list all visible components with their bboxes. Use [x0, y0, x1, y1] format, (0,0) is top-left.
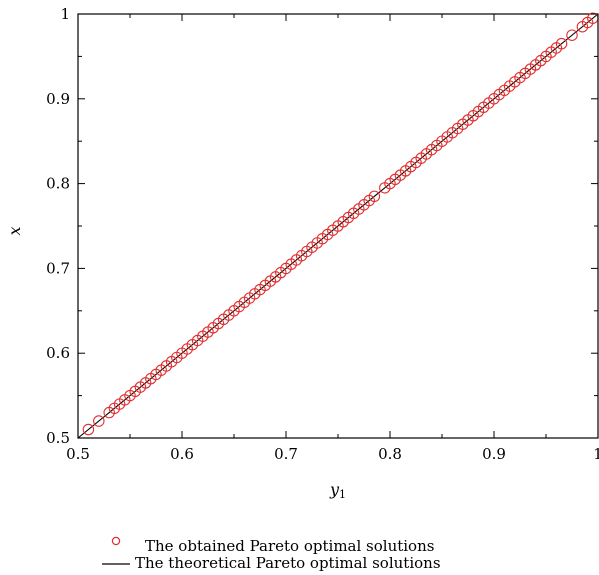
x-axis-label: y1 — [329, 480, 346, 501]
y-tick-label: 0.7 — [46, 259, 70, 277]
data-point — [566, 29, 578, 41]
x-tick-label: 0.9 — [482, 445, 506, 463]
data-point — [93, 415, 105, 427]
data-point — [555, 37, 568, 50]
axis-ticks — [77, 13, 599, 439]
tick-labels: 0.5 0.6 0.7 0.8 0.9 1 0.5 0.6 0.7 0.8 0.9 1 — [46, 5, 599, 463]
x-tick-label: 0.8 — [378, 445, 402, 463]
y-axis-label: x — [5, 226, 24, 235]
y-tick-label: 0.9 — [46, 90, 70, 108]
data-point — [82, 423, 95, 436]
y-tick-label: 0.5 — [46, 429, 70, 447]
y-tick-label: 0.8 — [46, 175, 70, 193]
legend-marker-obtained — [111, 536, 121, 546]
plot-area — [77, 12, 599, 439]
legend-label-obtained: The obtained Pareto optimal solutions — [145, 537, 434, 555]
y-tick-label: 1 — [60, 5, 70, 23]
x-tick-label: 0.7 — [274, 445, 298, 463]
x-tick-label: 0.5 — [66, 445, 90, 463]
data-point — [368, 190, 381, 203]
y-tick-label: 0.6 — [46, 344, 70, 362]
x-tick-label: 1 — [593, 445, 599, 463]
x-tick-label: 0.6 — [170, 445, 194, 463]
legend: The obtained Pareto optimal solutions Th… — [102, 536, 441, 572]
theoretical-line — [77, 13, 599, 439]
legend-label-theoretical: The theoretical Pareto optimal solutions — [135, 554, 441, 572]
